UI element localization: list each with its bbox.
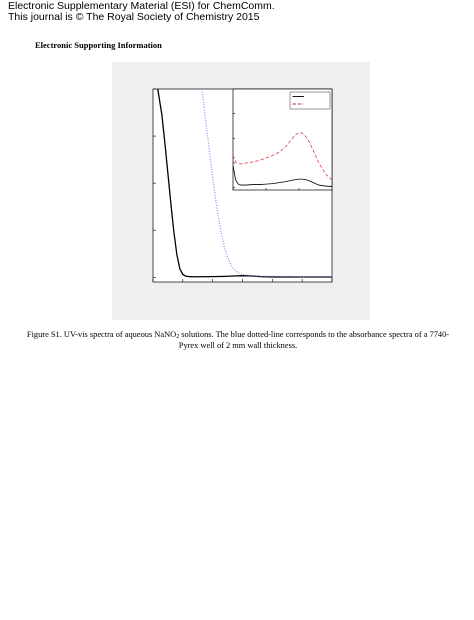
- legend-box: [289, 91, 331, 110]
- series-line-1-1: [233, 131, 332, 181]
- figure-caption: Figure S1. UV-vis spectra of aqueous NaN…: [18, 329, 458, 351]
- caption-subscript: 2: [176, 334, 180, 340]
- figure-s1: [112, 62, 370, 320]
- caption-suffix: solutions. The blue dotted-line correspo…: [178, 330, 450, 350]
- uv-vis-figure: [152, 88, 333, 283]
- esi-header-line-2: This journal is © The Royal Society of C…: [8, 11, 260, 23]
- esi-header-line-1: Electronic Supplementary Material (ESI) …: [8, 0, 275, 12]
- series-line-0-1: [201, 89, 332, 278]
- section-title: Electronic Supporting Information: [35, 40, 162, 50]
- inset-plot: [232, 88, 333, 191]
- caption-prefix: Figure S1. UV-vis spectra of aqueous NaN…: [26, 330, 177, 339]
- series-line-1-0: [233, 165, 332, 187]
